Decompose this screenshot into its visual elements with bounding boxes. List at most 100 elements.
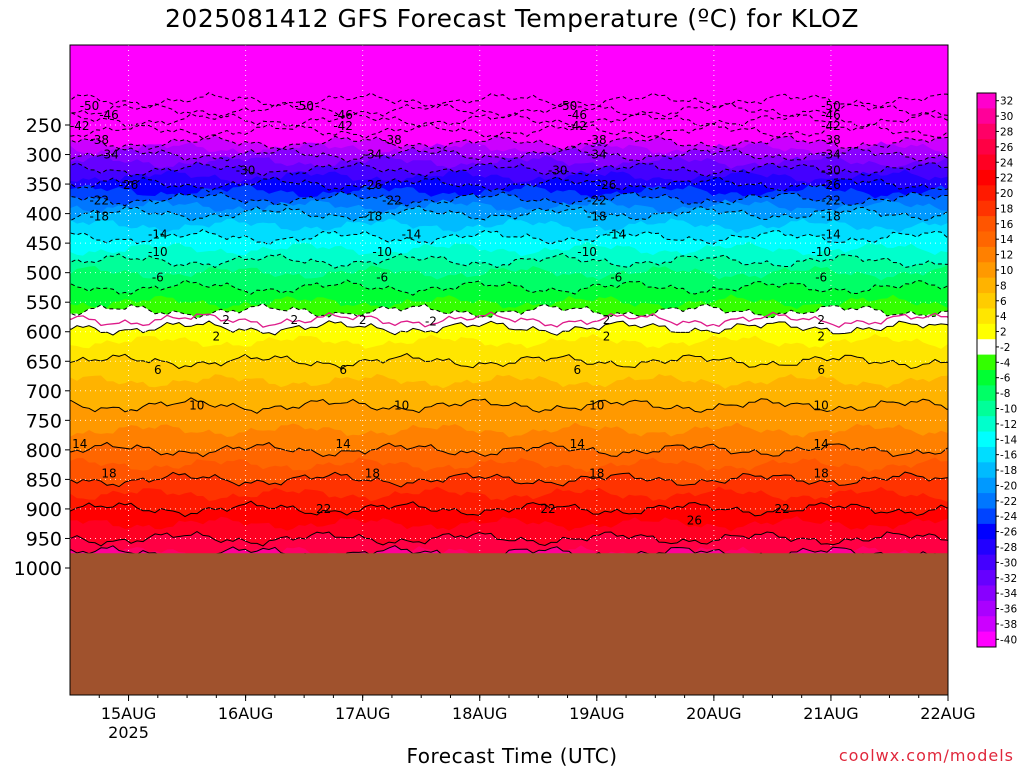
isotherm-label: 26 (687, 514, 702, 528)
colorbar-cell (977, 446, 996, 463)
isotherm-label: 6 (573, 363, 581, 377)
isotherm-label: -34 (821, 148, 841, 162)
x-tick-label: 15AUG (101, 704, 156, 723)
isotherm--42 (70, 122, 948, 140)
isotherm-label: -38 (89, 133, 109, 147)
colorbar-label: -36 (1000, 604, 1017, 616)
colorbar-cell (977, 139, 996, 156)
y-tick-label: 950 (26, 528, 62, 550)
isotherm-label: -22 (89, 194, 109, 208)
isotherm-label: -42 (567, 119, 587, 133)
colorbar-cell (977, 539, 996, 556)
isotherm-label: -46 (99, 108, 119, 122)
isotherm-label: -34 (363, 148, 383, 162)
isotherm-label: 2 (213, 329, 221, 343)
colorbar-label: -26 (1000, 527, 1017, 539)
isotherm-label: -42 (333, 119, 353, 133)
isotherm-label: 2 (222, 313, 230, 327)
isotherm-label: 18 (365, 466, 380, 480)
x-axis-label: Forecast Time (UTC) (406, 744, 618, 768)
colorbar-label: -20 (1000, 480, 1017, 492)
y-tick-label: 550 (26, 292, 62, 314)
y-tick-label: 500 (26, 263, 62, 285)
isotherm--6 (70, 279, 948, 296)
colorbar-label: -18 (1000, 465, 1017, 477)
colorbar-cell (977, 200, 996, 217)
isotherm-label: -38 (382, 133, 402, 147)
isotherm-label: 2 (603, 329, 611, 343)
colorbar-label: 30 (1000, 111, 1013, 123)
colorbar-label: -8 (1000, 388, 1010, 400)
isotherm--10 (70, 252, 948, 269)
isotherm-label: -38 (821, 133, 841, 147)
isotherm-label: 6 (817, 363, 825, 377)
colorbar-label: 22 (1000, 173, 1013, 185)
isotherm-label: 22 (540, 502, 555, 516)
colorbar-label: 12 (1000, 250, 1013, 262)
isotherm-label: -2 (425, 315, 437, 329)
colorbar-cell (977, 477, 996, 494)
colorbar-label: 28 (1000, 126, 1013, 138)
isotherm-label: 14 (570, 437, 585, 451)
isotherm-10 (70, 397, 948, 414)
isotherm-label: -6 (376, 270, 388, 284)
isotherm-label: -14 (402, 227, 422, 241)
isotherm-label: -10 (372, 245, 392, 259)
isotherm-label: -26 (363, 178, 383, 192)
isotherm-label: -18 (821, 210, 841, 224)
isotherm-label: -6 (610, 270, 622, 284)
colorbar-label: -22 (1000, 496, 1017, 508)
isotherm-label: -18 (587, 210, 607, 224)
colorbar-cell (977, 585, 996, 602)
colorbar-cell (977, 231, 996, 248)
isotherm-label: -26 (597, 178, 617, 192)
isotherm--54 (70, 92, 948, 109)
colorbar-cell (977, 416, 996, 433)
colorbar-cell (977, 370, 996, 386)
colorbar-label: -28 (1000, 542, 1017, 554)
isotherm-label: -50 (80, 99, 100, 113)
colorbar-label: 26 (1000, 142, 1014, 154)
colorbar-label: -4 (1000, 357, 1011, 369)
isotherm-label: 2 (817, 313, 825, 327)
isotherm-label: 2 (603, 313, 611, 327)
colorbar-label: -12 (1000, 419, 1017, 431)
colorbar-cell (977, 570, 996, 586)
isotherm-label: -18 (89, 210, 109, 224)
credit-link[interactable]: coolwx.com/models (838, 746, 1014, 765)
x-tick-label: 22AUG (920, 704, 975, 723)
isotherm-label: -10 (577, 245, 597, 259)
colorbar-cell (977, 185, 996, 202)
colorbar-cell (977, 169, 996, 186)
isotherm-label: -22 (821, 194, 841, 208)
isotherm-label: 10 (589, 399, 604, 413)
isotherm-label: 6 (154, 363, 162, 377)
isotherm-label: -50 (558, 99, 578, 113)
isotherm-label: -34 (99, 148, 119, 162)
isotherm-label: -10 (811, 245, 831, 259)
colorbar-cell (977, 431, 996, 448)
isotherm-label: -42 (821, 119, 841, 133)
colorbar-cell (977, 354, 996, 371)
colorbar-label: -34 (1000, 588, 1017, 600)
isotherm-label: -46 (567, 108, 587, 122)
colorbar-cell (977, 323, 996, 340)
isotherm--2 (70, 302, 948, 320)
isotherm-label: -34 (587, 148, 607, 162)
colorbar-cell (977, 277, 996, 294)
isotherm-label: 22 (316, 502, 331, 516)
isotherm-label: -42 (70, 119, 90, 133)
y-tick-label: 350 (26, 174, 62, 196)
isotherm-label: 18 (101, 466, 116, 480)
x-tick-label: 18AUG (452, 704, 507, 723)
isotherm-label: -18 (363, 210, 383, 224)
isotherm-label: -10 (148, 245, 168, 259)
y-tick-label: 900 (26, 499, 62, 521)
colorbar-label: 6 (1000, 296, 1007, 308)
isotherm-label: -30 (821, 163, 841, 177)
colorbar-label: -16 (1000, 450, 1017, 462)
colorbar-cell (977, 108, 996, 125)
x-tick-label: 16AUG (218, 704, 273, 723)
colorbar-cell (977, 462, 996, 479)
colorbar-cell (977, 93, 996, 109)
